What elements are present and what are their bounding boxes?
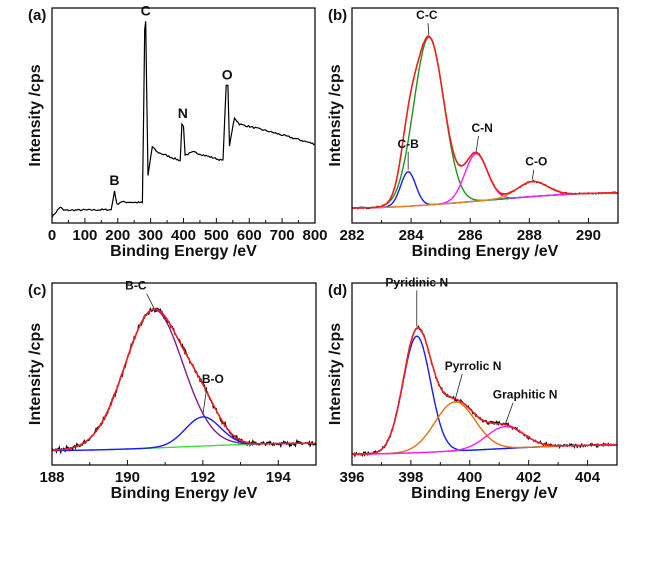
x-axis-label: Binding Energy /eV (412, 243, 559, 260)
x-axis-label: Binding Energy /eV (111, 485, 258, 502)
panel-c: B-C B-O 188 190 192 194 Binding Energy /eV Inte… (27, 279, 317, 502)
panel-label: (c) (28, 282, 46, 299)
plot-frame (351, 7, 619, 224)
panel-label: (b) (328, 7, 347, 24)
peak-label: B-O (202, 372, 224, 386)
x-tick-label: 194 (266, 469, 292, 486)
x-tick-label: 288 (517, 227, 542, 244)
panel-b: C-B C-C C-N C-O 282 284 286 288 290 Binding Energ… (327, 7, 619, 260)
envelope-fit-line (352, 327, 617, 455)
envelope-fit-line (352, 35, 618, 209)
x-tick-label: 800 (302, 227, 327, 244)
x-axis-label: Binding Energy /eV (110, 243, 257, 260)
panel-label: (d) (328, 282, 347, 299)
peak-label: C-C (416, 8, 438, 22)
x-tick-label: 402 (516, 469, 541, 486)
x-axis-label: Binding Energy /eV (411, 485, 558, 502)
peak-label-o: O (222, 66, 233, 82)
component-line-c-b (352, 171, 618, 209)
x-tick-label: 400 (457, 469, 482, 486)
x-tick-label: 400 (171, 227, 196, 244)
x-tick-label: 282 (339, 227, 364, 244)
peak-label: B-C (125, 279, 147, 293)
peak-label: Graphitic N (493, 388, 558, 402)
x-tick-label: 100 (72, 227, 97, 244)
panel-label: (a) (28, 7, 46, 24)
annotation-arrow (475, 135, 479, 152)
x-tick-label: 600 (237, 227, 262, 244)
peak-label: C-B (397, 137, 419, 151)
x-tick-label: 192 (190, 469, 215, 486)
annotation-arrow (202, 386, 208, 415)
x-tick-label: 0 (48, 227, 56, 244)
annotation-arrow (146, 293, 155, 308)
y-axis-label: Intensity /cps (327, 323, 344, 425)
x-tick-label: 188 (39, 469, 64, 486)
component-line-b-o (52, 416, 316, 452)
component-line-pyridinic-n (352, 335, 617, 455)
x-tick-label: 398 (398, 469, 423, 486)
y-axis-label: Intensity /cps (327, 64, 344, 166)
plot-frame (51, 282, 317, 466)
y-axis-label: Intensity /cps (27, 323, 44, 425)
annotation-arrow (454, 373, 463, 400)
x-tick-label: 200 (105, 227, 130, 244)
y-axis-label: Intensity /cps (27, 64, 44, 166)
raw-spectrum-line (351, 325, 618, 458)
peak-label-c: C (141, 2, 151, 18)
x-tick-label: 190 (115, 469, 140, 486)
peak-label: Pyrrolic N (445, 359, 502, 373)
x-tick-label: 286 (458, 227, 483, 244)
peak-label: C-O (525, 155, 547, 169)
peak-label-n: N (178, 105, 188, 121)
plot-frame (351, 282, 618, 466)
x-tick-label: 300 (138, 227, 163, 244)
component-line-b-c (51, 309, 316, 451)
peak-label-b: B (109, 172, 119, 188)
annotation-arrow (427, 23, 430, 36)
envelope-fit-line (51, 308, 316, 451)
peak-label: C-N (471, 121, 492, 135)
x-tick-label: 290 (576, 227, 601, 244)
x-tick-label: 404 (575, 469, 601, 486)
annotation-arrow (531, 169, 535, 180)
annotation-arrow (504, 402, 514, 425)
panel-a: B C N O 0 100 200 300 400 500 600 700 800 Binding Ene… (27, 2, 328, 260)
x-tick-label: 700 (270, 227, 295, 244)
x-tick-label: 284 (399, 227, 425, 244)
x-tick-label: 396 (339, 469, 364, 486)
survey-spectrum-line (51, 21, 316, 219)
x-tick-label: 500 (204, 227, 229, 244)
